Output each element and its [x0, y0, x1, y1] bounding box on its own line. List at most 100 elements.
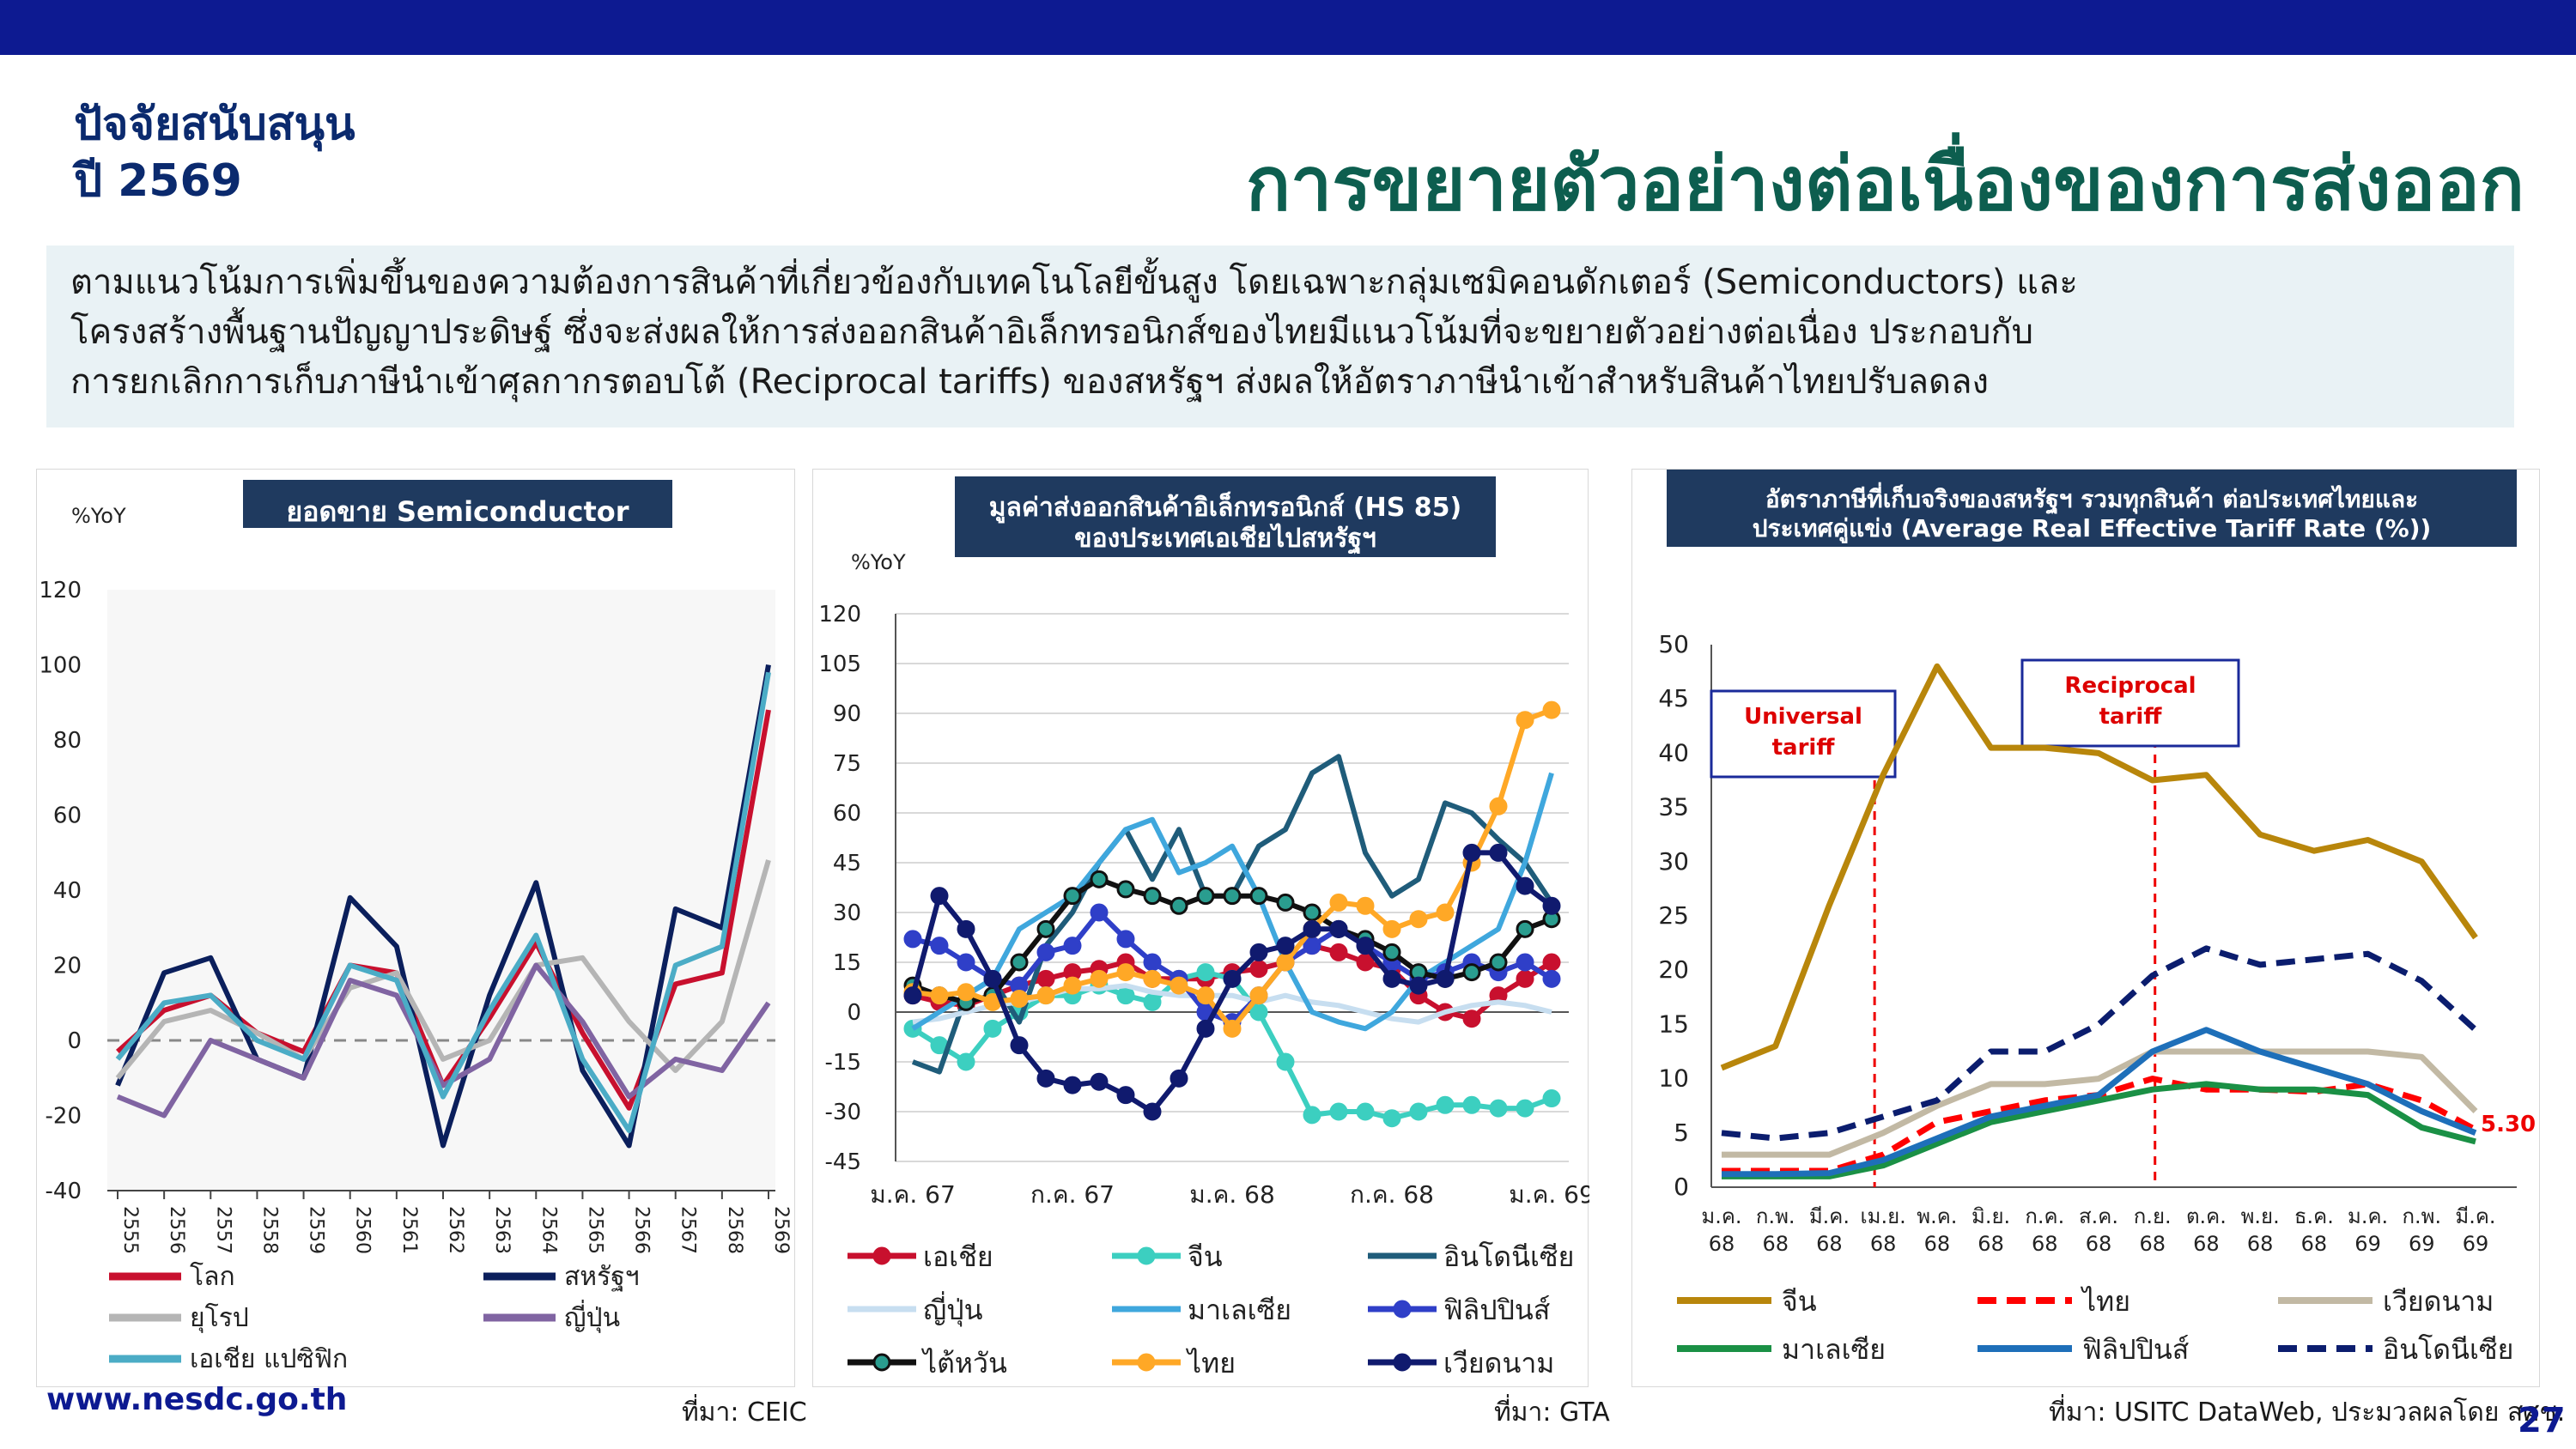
data-point	[1436, 969, 1455, 988]
x-tick-label: ก.ค. 67	[1030, 1180, 1115, 1209]
y-tick-label: 80	[53, 728, 82, 754]
y-tick-label: -45	[825, 1149, 861, 1175]
data-point	[1116, 1086, 1135, 1105]
series-line	[115, 664, 771, 1149]
y-tick-label: 15	[1658, 1009, 1689, 1038]
x-tick-label-year: 69	[2409, 1232, 2435, 1256]
data-point	[1409, 910, 1428, 929]
data-point	[1170, 896, 1188, 915]
y-tick-label: 20	[53, 954, 82, 979]
data-point	[1382, 969, 1401, 988]
y-tick-label: 20	[1658, 955, 1689, 984]
data-point	[1356, 953, 1375, 972]
legend-label: สหรัฐฯ	[564, 1262, 640, 1292]
series-line	[1721, 945, 2478, 1142]
series-line	[115, 671, 771, 1133]
annotation-box	[1710, 689, 1897, 779]
chart-title: อัตราภาษีที่เก็บจริงของสหรัฐฯ รวมทุกสินค…	[1765, 482, 2418, 515]
data-point	[1170, 1069, 1188, 1088]
x-tick-label: 2567	[677, 1206, 699, 1254]
data-point	[1382, 943, 1401, 961]
data-point	[1462, 1095, 1481, 1114]
data-point	[1063, 887, 1082, 906]
data-point	[1542, 1089, 1561, 1108]
data-point	[1329, 919, 1348, 938]
data-point	[1143, 969, 1162, 988]
y-tick-label: 30	[833, 900, 861, 926]
data-point	[1196, 887, 1215, 906]
end-value-label: 5.30	[2481, 1112, 2536, 1137]
data-point	[930, 986, 949, 1005]
data-point	[1010, 953, 1029, 972]
x-tick-label-year: 68	[1978, 1232, 2004, 1256]
source-note-1: ที่มา: CEIC	[682, 1397, 807, 1428]
x-tick-label: 2569	[770, 1206, 792, 1254]
data-point	[983, 969, 1002, 988]
x-tick-label: 2566	[631, 1206, 653, 1254]
plot-area	[107, 590, 775, 1191]
chart-title: ยอดขาย Semiconductor	[287, 495, 629, 528]
y-tick-label: -30	[825, 1100, 861, 1125]
source-note-3: ที่มา: USITC DataWeb, ประมวลผลโดย สศช.	[2049, 1397, 2566, 1428]
x-tick-label: 2565	[584, 1206, 605, 1254]
x-tick-label-year: 68	[2086, 1232, 2112, 1256]
data-point	[1276, 1052, 1295, 1071]
x-tick-label-month: ส.ค.	[2079, 1204, 2118, 1228]
x-tick-label-year: 68	[1870, 1232, 1897, 1256]
y-tick-label: 75	[833, 751, 861, 777]
x-tick-label: ม.ค. 67	[870, 1180, 956, 1209]
x-tick-label-year: 68	[1762, 1232, 1789, 1256]
x-tick-label-month: มิ.ย.	[1971, 1204, 2010, 1228]
data-point	[1436, 1095, 1455, 1114]
y-tick-label: 45	[833, 851, 861, 876]
data-point	[1196, 986, 1215, 1005]
data-point	[1542, 700, 1561, 719]
data-point	[1116, 930, 1135, 949]
y-tick-label: 60	[53, 803, 82, 829]
data-point	[1409, 1102, 1428, 1121]
data-point	[1063, 937, 1082, 955]
y-tick-label: 0	[1674, 1173, 1689, 1201]
x-tick-label-year: 68	[2139, 1232, 2166, 1256]
legend-label: เอเชีย	[923, 1240, 993, 1273]
x-tick-label-month: พ.ย.	[2241, 1204, 2280, 1228]
data-point	[1462, 843, 1481, 862]
data-point	[957, 953, 975, 972]
data-point	[1036, 969, 1055, 988]
legend-label: ยุโรป	[190, 1302, 249, 1334]
data-point	[1382, 1109, 1401, 1128]
x-tick-label-year: 68	[2032, 1232, 2058, 1256]
data-point	[1356, 896, 1375, 915]
chart-title-box	[243, 480, 672, 528]
data-point	[1090, 969, 1109, 988]
x-tick-label-year: 68	[2247, 1232, 2274, 1256]
website-link[interactable]: www.nesdc.go.th	[46, 1382, 348, 1417]
section-tag-line2: ปี 2569	[74, 155, 242, 207]
y-tick-label: 120	[818, 602, 861, 627]
data-point	[1329, 893, 1348, 912]
legend-label: เอเชีย แปซิฟิก	[190, 1344, 348, 1374]
data-point	[1542, 896, 1561, 915]
data-point	[1542, 953, 1561, 972]
data-point	[1010, 990, 1029, 1009]
data-point	[1143, 1102, 1162, 1121]
data-point	[1276, 893, 1295, 912]
data-point	[1303, 937, 1321, 955]
x-tick-label: ม.ค. 69	[1509, 1180, 1589, 1209]
data-point	[1516, 711, 1534, 730]
electronics-export-chart-panel: มูลค่าส่งออกสินค้าอิเล็กทรอนิกส์ (HS 85)…	[812, 469, 1589, 1387]
y-tick-label: 35	[1658, 793, 1689, 822]
y-tick-label: 40	[1658, 738, 1689, 767]
y-tick-label: 90	[833, 701, 861, 727]
x-tick-label-month: ม.ค.	[1701, 1204, 1741, 1228]
data-point	[1090, 870, 1109, 888]
legend-label: ฟิลิปปินส์	[2082, 1333, 2189, 1366]
data-point	[1329, 943, 1348, 961]
data-point	[1196, 1019, 1215, 1038]
data-point	[1249, 1003, 1268, 1022]
y-tick-label: 120	[39, 578, 82, 603]
x-tick-label: 2555	[119, 1206, 141, 1254]
data-point	[1249, 986, 1268, 1005]
data-point	[1329, 1102, 1348, 1121]
x-tick-label: 2562	[445, 1206, 466, 1254]
